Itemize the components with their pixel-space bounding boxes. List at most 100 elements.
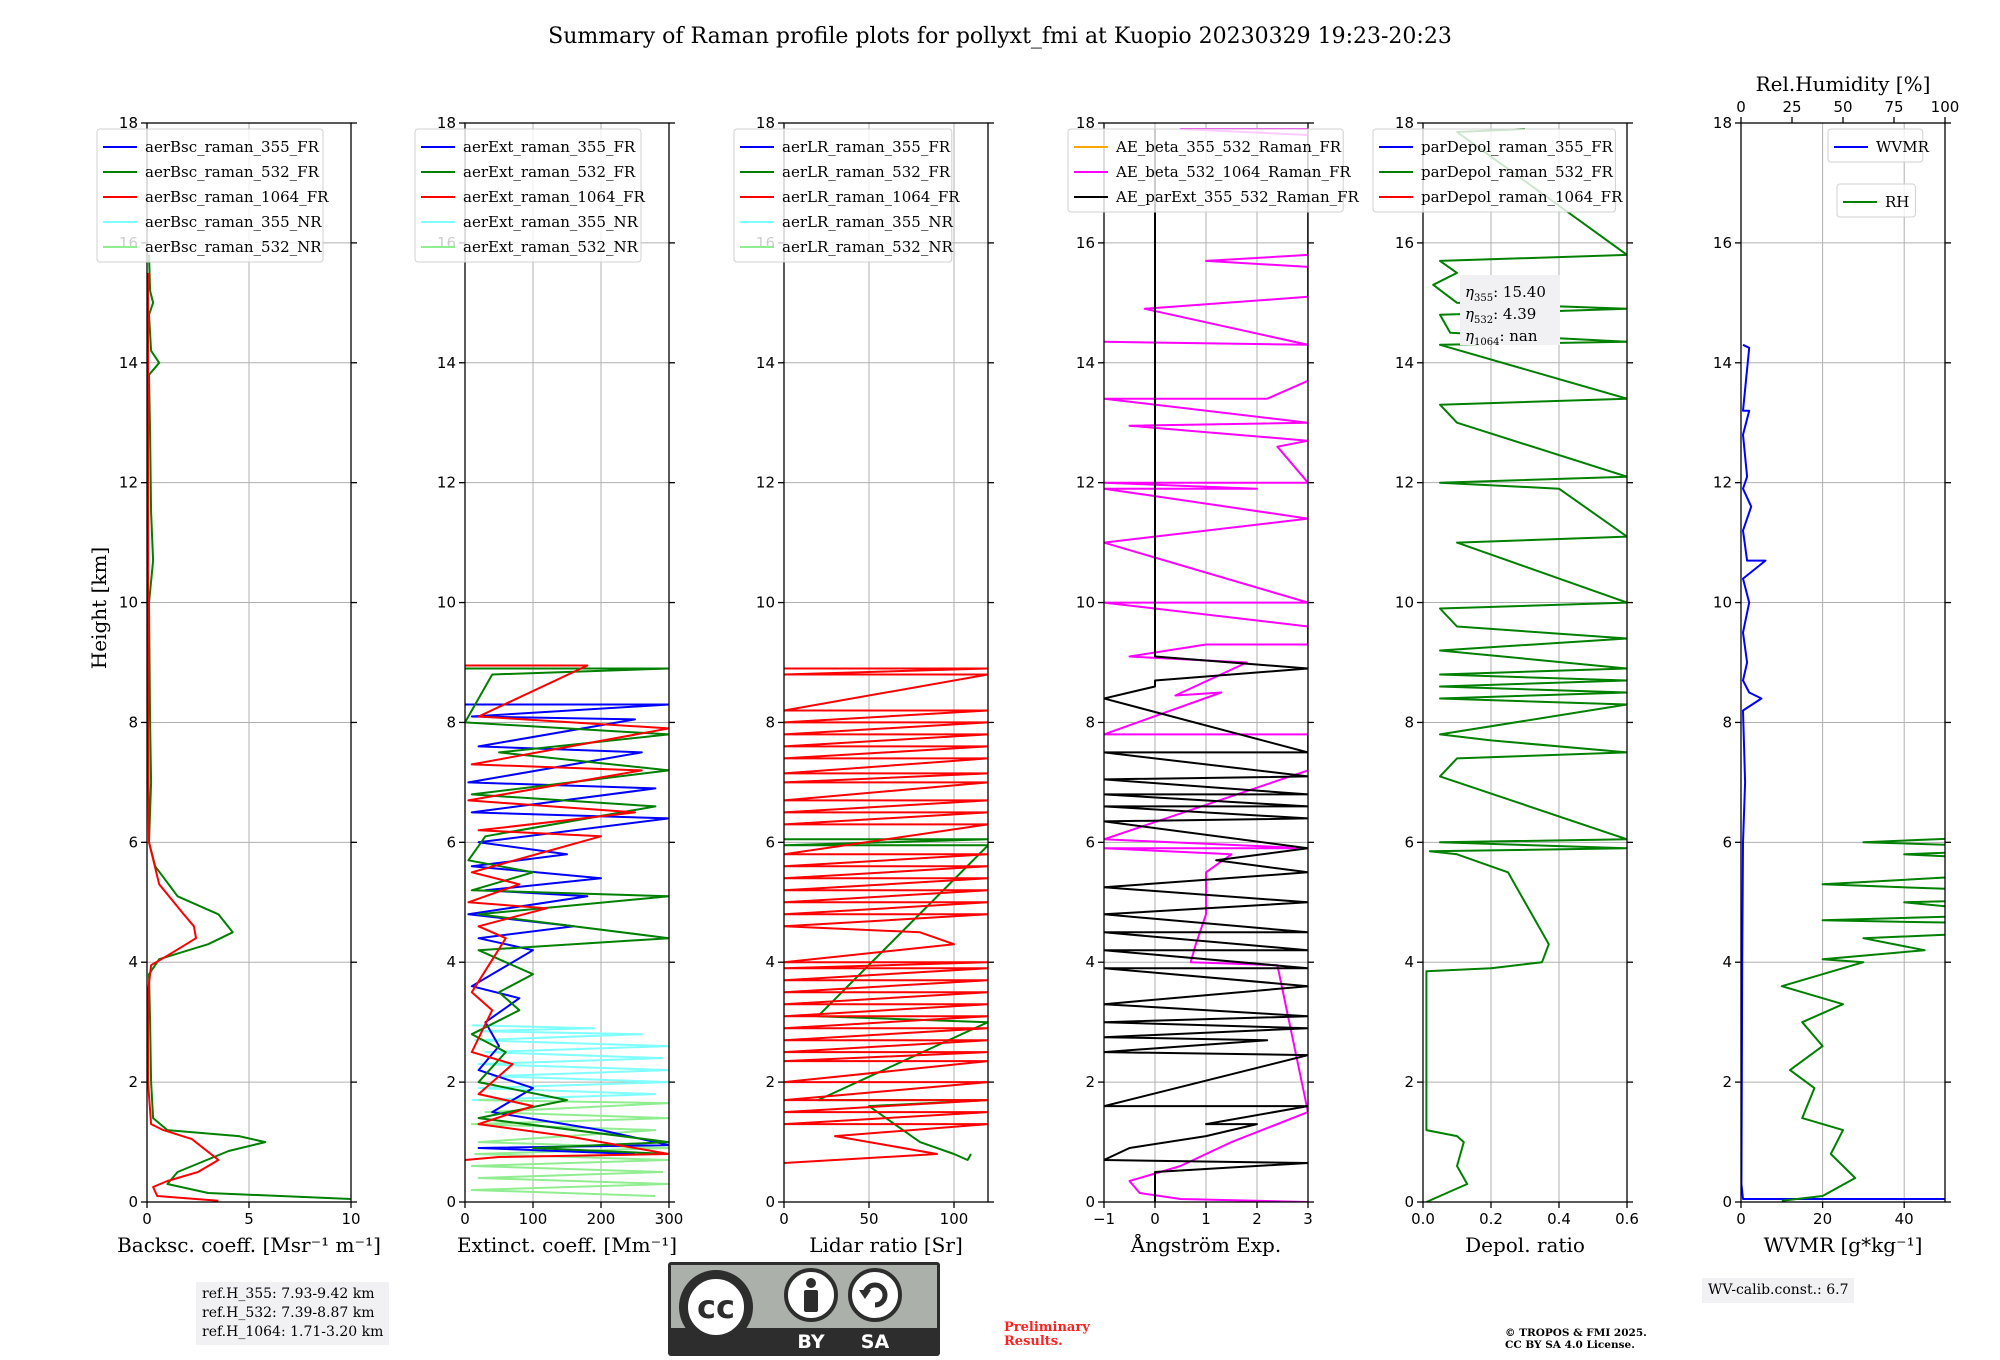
series-line-aerLR_raman_1064_FR bbox=[784, 667, 988, 1164]
series-line-aerExt_raman_355_FR bbox=[465, 703, 669, 1155]
x-tick-label: 0.4 bbox=[1547, 1210, 1571, 1228]
legend-label: parDepol_raman_355_FR bbox=[1421, 138, 1614, 156]
y-tick-label: 2 bbox=[1085, 1073, 1095, 1091]
eta-value: : 15.40 bbox=[1493, 283, 1546, 301]
eta-value: : nan bbox=[1499, 327, 1537, 345]
eta-subscript: 1064 bbox=[1474, 337, 1499, 348]
y-tick-label: 10 bbox=[119, 594, 138, 612]
y-tick-label: 6 bbox=[1722, 833, 1732, 851]
y-tick-label: 12 bbox=[1713, 474, 1732, 492]
eta-value: : 4.39 bbox=[1493, 305, 1536, 323]
x-tick-label: 0 bbox=[460, 1210, 470, 1228]
x-axis-label: WVMR [g*kg⁻¹] bbox=[1764, 1233, 1923, 1257]
legend-label: aerBsc_raman_355_FR bbox=[145, 138, 320, 156]
y-tick-label: 12 bbox=[437, 474, 456, 492]
legend-rh: RH bbox=[1836, 183, 1916, 218]
y-tick-label: 4 bbox=[446, 953, 456, 971]
y-tick-label: 8 bbox=[1085, 713, 1095, 731]
eta-line: η532: 4.39 bbox=[1465, 305, 1536, 326]
series-group bbox=[1104, 128, 1308, 1202]
y-tick-label: 4 bbox=[1085, 953, 1095, 971]
copyright-notice: © TROPOS & FMI 2025. CC BY SA 4.0 License… bbox=[1505, 1327, 1647, 1351]
top-tick-label: 100 bbox=[1931, 98, 1960, 116]
y-tick-label: 6 bbox=[446, 833, 456, 851]
y-tick-label: 18 bbox=[1713, 114, 1732, 132]
x-tick-label: 20 bbox=[1813, 1210, 1832, 1228]
x-tick-label: 1 bbox=[1201, 1210, 1211, 1228]
legend-box bbox=[733, 128, 953, 263]
y-tick-label: 14 bbox=[1395, 354, 1414, 372]
ref-height-355: ref.H_355: 7.93-9.42 km bbox=[202, 1286, 375, 1302]
y-tick-label: 14 bbox=[1713, 354, 1732, 372]
y-tick-label: 16 bbox=[1076, 234, 1095, 252]
legend-label: aerExt_raman_355_FR bbox=[463, 138, 636, 156]
y-tick-label: 14 bbox=[437, 354, 456, 372]
legend-label: aerBsc_raman_355_NR bbox=[145, 213, 322, 231]
panels: 0246810121416180510Backsc. coeff. [Msr⁻¹… bbox=[96, 72, 1960, 1257]
legend-label: aerLR_raman_532_FR bbox=[782, 163, 951, 181]
x-axis-label: Depol. ratio bbox=[1465, 1233, 1585, 1257]
panel-frame bbox=[1740, 122, 1946, 1203]
x-tick-label: 100 bbox=[519, 1210, 548, 1228]
legend-label: aerLR_raman_355_NR bbox=[782, 213, 953, 231]
cc-license-badge[interactable]: cc BY SA bbox=[668, 1262, 940, 1356]
y-tick-label: 2 bbox=[1722, 1073, 1732, 1091]
legend-label: parDepol_raman_1064_FR bbox=[1421, 188, 1623, 206]
legend-ae: AE_beta_355_532_Raman_FR AE_beta_532_1064… bbox=[1067, 128, 1360, 213]
series-line-WVMR bbox=[1741, 343, 1945, 1200]
legend-box bbox=[1827, 128, 1924, 163]
y-axis-label: Height [km] bbox=[87, 547, 111, 669]
x-tick-label: −1 bbox=[1093, 1210, 1115, 1228]
copyright-line-2: CC BY SA 4.0 License. bbox=[1505, 1339, 1635, 1351]
copyright-line-1: © TROPOS & FMI 2025. bbox=[1505, 1327, 1647, 1339]
y-tick-label: 12 bbox=[1395, 474, 1414, 492]
figure-title: Summary of Raman profile plots for polly… bbox=[548, 24, 1452, 49]
x-tick-label: 200 bbox=[587, 1210, 616, 1228]
y-tick-label: 18 bbox=[437, 114, 456, 132]
eta-symbol: η bbox=[1465, 305, 1474, 323]
wv-calibration-box: WV-calib.const.: 6.7 bbox=[1702, 1278, 1855, 1303]
y-tick-label: 18 bbox=[1076, 114, 1095, 132]
series-group bbox=[784, 667, 988, 1164]
legend-label: AE_beta_532_1064_Raman_FR bbox=[1115, 163, 1351, 181]
x-tick-label: 50 bbox=[859, 1210, 878, 1228]
legend-label: AE_beta_355_532_Raman_FR bbox=[1115, 138, 1342, 156]
y-tick-label: 8 bbox=[1722, 713, 1732, 731]
y-tick-label: 6 bbox=[128, 833, 138, 851]
legend-box bbox=[96, 128, 324, 263]
y-tick-label: 12 bbox=[756, 474, 775, 492]
y-tick-label: 10 bbox=[437, 594, 456, 612]
legend-box bbox=[1836, 183, 1916, 218]
y-tick-label: 18 bbox=[1395, 114, 1414, 132]
y-tick-label: 2 bbox=[128, 1073, 138, 1091]
legend-label: aerLR_raman_1064_FR bbox=[782, 188, 960, 206]
y-tick-label: 14 bbox=[1076, 354, 1095, 372]
x-tick-label: 3 bbox=[1303, 1210, 1313, 1228]
series-line-aerExt_raman_355_NR bbox=[471, 1024, 669, 1102]
wv-calib-text: WV-calib.const.: 6.7 bbox=[1708, 1282, 1849, 1298]
y-tick-label: 4 bbox=[1404, 953, 1414, 971]
panel-depol: 0 2 4 6 8 10 12 14 16 18 0.0 0.2 0.4 0.6 Depol. ratio p… bbox=[1372, 114, 1639, 1257]
y-tick-label: 4 bbox=[1722, 953, 1732, 971]
x-axis-label: Backsc. coeff. [Msr⁻¹ m⁻¹] bbox=[117, 1233, 381, 1257]
legend-label: aerLR_raman_355_FR bbox=[782, 138, 951, 156]
legend-label: aerBsc_raman_1064_FR bbox=[145, 188, 329, 206]
y-tick-label: 10 bbox=[1076, 594, 1095, 612]
legend-label: aerBsc_raman_532_FR bbox=[145, 163, 320, 181]
legend-label: aerExt_raman_532_FR bbox=[463, 163, 636, 181]
eta-symbol: η bbox=[1465, 327, 1474, 345]
y-tick-label: 12 bbox=[1076, 474, 1095, 492]
y-tick-label: 14 bbox=[756, 354, 775, 372]
cc-badge-sa: SA bbox=[861, 1331, 890, 1353]
x-tick-label: 10 bbox=[341, 1210, 360, 1228]
y-tick-label: 0 bbox=[1722, 1193, 1732, 1211]
cc-badge-cc: cc bbox=[697, 1288, 735, 1326]
y-tick-label: 8 bbox=[765, 713, 775, 731]
preliminary-line-1: Preliminary bbox=[1004, 1320, 1090, 1335]
top-tick-label: 25 bbox=[1782, 98, 1801, 116]
y-tick-label: 0 bbox=[1404, 1193, 1414, 1211]
ref-height-1064: ref.H_1064: 1.71-3.20 km bbox=[202, 1324, 384, 1340]
